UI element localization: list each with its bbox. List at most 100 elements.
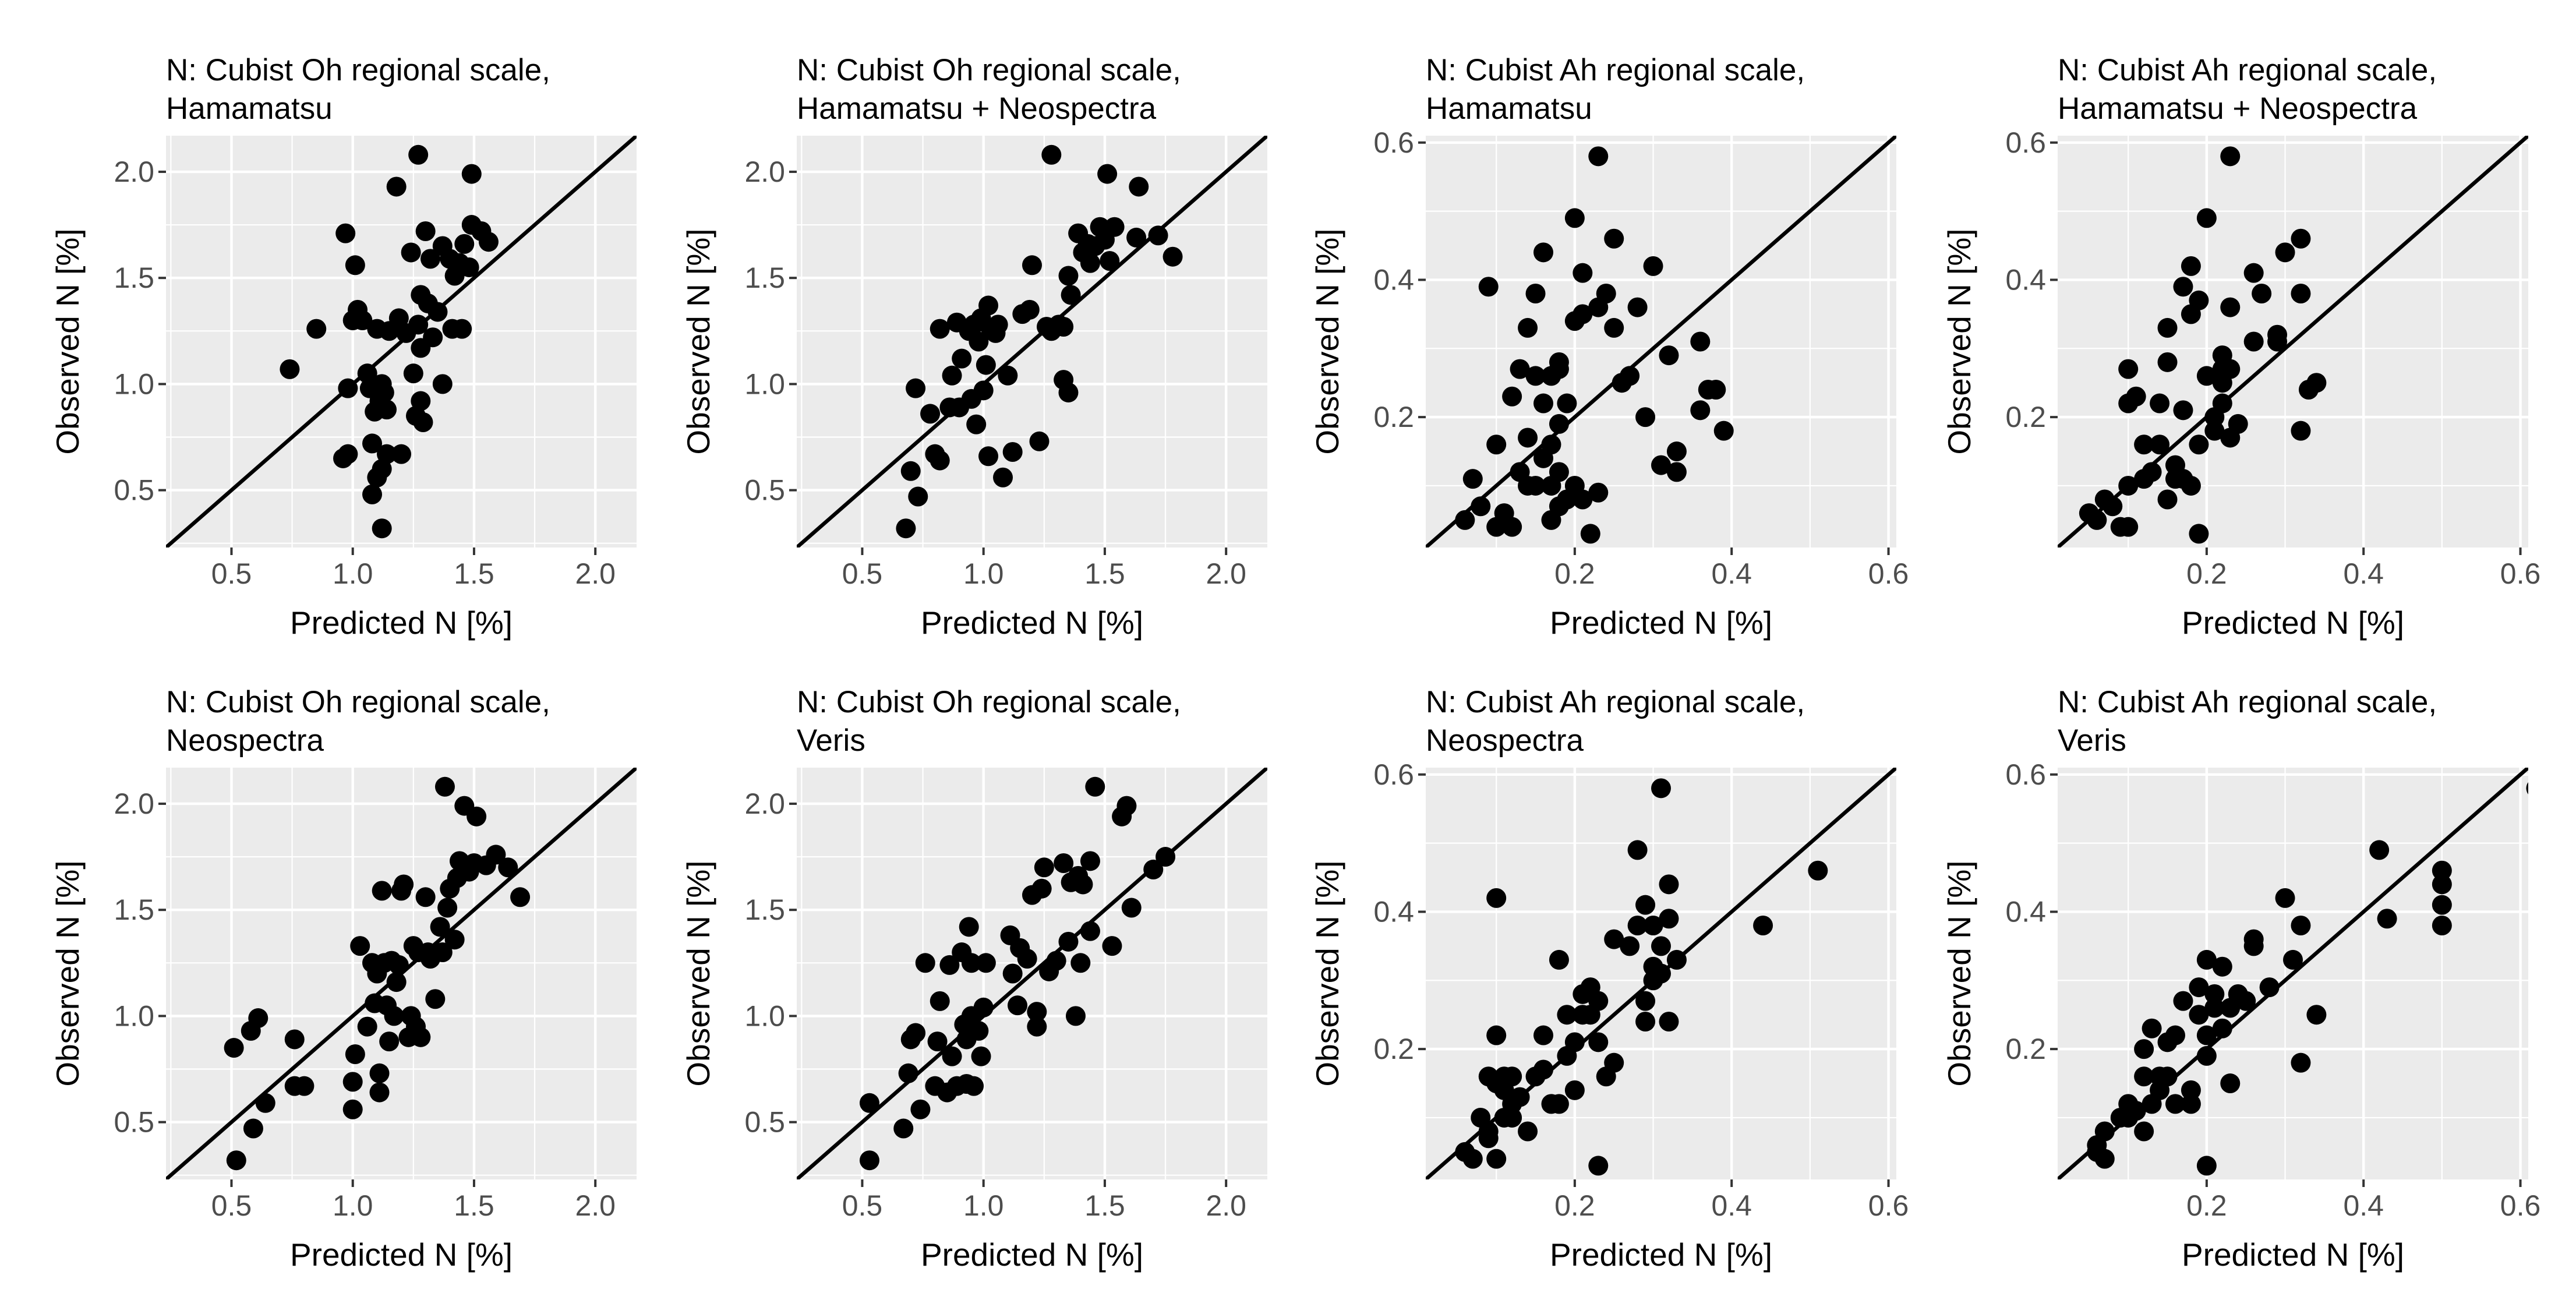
data-point	[357, 363, 377, 384]
data-point	[372, 518, 392, 539]
data-point	[2157, 352, 2178, 372]
data-point	[1557, 393, 1577, 414]
data-point	[1462, 469, 1483, 489]
data-point	[915, 953, 935, 973]
data-point	[280, 359, 300, 379]
data-point	[930, 991, 950, 1011]
panel-1: 0.5 1.0 1.5 2.0 0.5 1.0 1.5 2.0 N: Cubist Oh reg…	[50, 53, 637, 641]
data-point	[434, 776, 455, 797]
data-point	[2157, 317, 2178, 338]
data-point	[1471, 496, 1491, 517]
data-point	[1620, 936, 1640, 956]
data-point	[420, 249, 440, 269]
x-tick-label: 0.4	[2343, 1189, 2384, 1222]
data-point	[1588, 1156, 1609, 1176]
panel-title-line: N: Cubist Ah regional scale,	[2058, 685, 2437, 719]
data-point	[1659, 1011, 1679, 1031]
x-tick-label: 2.0	[1206, 557, 1246, 590]
data-point	[898, 1063, 918, 1083]
data-point	[498, 857, 518, 878]
data-point	[1031, 878, 1052, 899]
data-point	[1080, 851, 1100, 871]
x-tick-label: 2.0	[1206, 1189, 1246, 1222]
panel-6: 0.5 1.0 1.5 2.0 0.5 1.0 1.5 2.0 N: Cubist Oh reg…	[680, 685, 1267, 1273]
x-tick-label: 0.4	[2343, 557, 2384, 590]
data-point	[2369, 840, 2390, 860]
y-tick-label: 2.0	[744, 787, 785, 820]
data-point	[394, 874, 414, 895]
data-point	[1041, 144, 1062, 165]
data-point	[284, 1029, 305, 1050]
y-tick-label: 0.4	[1373, 263, 1414, 296]
data-point	[1604, 228, 1624, 249]
data-point	[900, 461, 921, 481]
data-point	[1455, 510, 1475, 530]
data-point	[2134, 1066, 2154, 1087]
data-point	[988, 315, 1008, 335]
data-point	[2291, 228, 2311, 249]
data-point	[391, 444, 411, 464]
data-point	[432, 942, 453, 963]
panel-title-line: N: Cubist Ah regional scale,	[1426, 53, 1805, 87]
data-point	[906, 378, 926, 398]
data-point	[384, 1006, 404, 1026]
x-axis-title: Predicted N [%]	[1550, 605, 1772, 641]
data-point	[1102, 936, 1122, 956]
y-tick-label: 0.4	[2005, 263, 2046, 296]
data-point	[2212, 956, 2232, 977]
data-point	[1054, 853, 1074, 873]
data-point	[1627, 297, 1648, 317]
data-point	[1706, 379, 1726, 400]
data-point	[461, 164, 482, 184]
data-point	[1073, 874, 1093, 895]
panel-5: 0.5 1.0 1.5 2.0 0.5 1.0 1.5 2.0 N: Cubist Oh reg…	[50, 685, 637, 1273]
data-point	[452, 319, 472, 339]
data-point	[1478, 1121, 1499, 1142]
data-point	[1588, 991, 1609, 1011]
data-point	[1478, 277, 1499, 297]
data-point	[973, 997, 994, 1018]
data-point	[1058, 931, 1079, 952]
panel-title-line: Veris	[2058, 723, 2126, 758]
x-tick-label: 0.5	[211, 1189, 252, 1222]
data-point	[2189, 1005, 2209, 1025]
data-point	[430, 917, 450, 937]
data-point	[2157, 1066, 2178, 1087]
x-tick-label: 0.5	[211, 557, 252, 590]
data-point	[362, 433, 383, 454]
y-tick-label: 1.0	[114, 999, 154, 1032]
data-point	[2212, 1018, 2232, 1038]
data-point	[1604, 317, 1624, 338]
data-point	[411, 391, 431, 411]
data-point	[2118, 359, 2139, 379]
data-point	[1573, 304, 1593, 324]
data-point	[248, 1008, 268, 1029]
panel-title-line: N: Cubist Oh regional scale,	[166, 685, 550, 719]
data-point	[2377, 909, 2397, 929]
data-point	[1533, 242, 1553, 263]
x-tick-label: 0.6	[1868, 557, 1909, 590]
data-point	[369, 1082, 390, 1103]
data-point	[1635, 1011, 1656, 1031]
data-point	[1604, 929, 1624, 949]
data-point	[2189, 290, 2209, 310]
data-point	[964, 1076, 984, 1096]
data-point	[454, 234, 475, 254]
y-tick-label: 0.6	[2005, 126, 2046, 159]
x-tick-label: 1.5	[1084, 557, 1125, 590]
data-point	[2181, 256, 2201, 276]
data-point	[388, 308, 409, 328]
x-axis-title: Predicted N [%]	[2182, 1237, 2404, 1273]
data-point	[1002, 442, 1023, 462]
data-point	[961, 953, 981, 973]
data-point	[1808, 860, 1828, 881]
data-point	[2196, 1045, 2217, 1066]
data-point	[1549, 1094, 1569, 1114]
data-point	[1121, 898, 1142, 918]
data-point	[1651, 778, 1671, 799]
x-axis-title: Predicted N [%]	[1550, 1237, 1772, 1273]
y-tick-label: 0.6	[2005, 758, 2046, 791]
x-axis-title: Predicted N [%]	[921, 1237, 1143, 1273]
y-axis-title: Observed N [%]	[50, 860, 86, 1086]
y-tick-label: 0.2	[1373, 1033, 1414, 1065]
